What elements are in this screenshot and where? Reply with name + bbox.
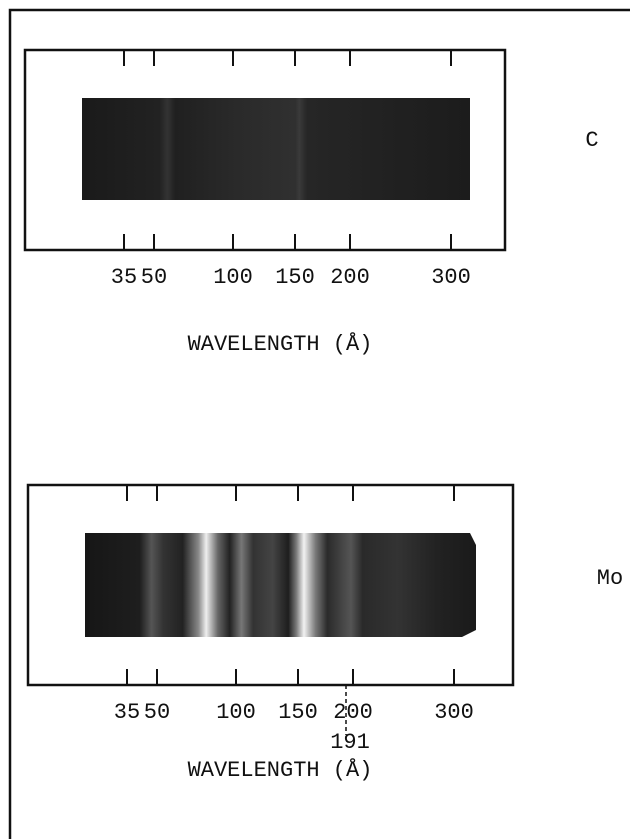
- figure-border: [8, 8, 630, 839]
- marker-label: 191: [330, 730, 370, 755]
- tick-label: 100: [216, 700, 256, 725]
- tick-label: 150: [278, 700, 318, 725]
- spectrum-image: [85, 533, 476, 637]
- tick-label: 100: [213, 265, 253, 290]
- tick-label: 200: [333, 700, 373, 725]
- tick-label: 35: [114, 700, 140, 725]
- axis-label: WAVELENGTH (Å): [188, 757, 373, 783]
- panel-label: C: [585, 128, 598, 153]
- tick-label: 200: [330, 265, 370, 290]
- tick-label: 50: [144, 700, 170, 725]
- tick-label: 50: [141, 265, 167, 290]
- tick-label: 35: [111, 265, 137, 290]
- spectrum-image: [82, 98, 470, 200]
- tick-label: 300: [431, 265, 471, 290]
- tick-label: 150: [275, 265, 315, 290]
- spectrum-frame: [26, 483, 515, 687]
- spectrum-frame: [23, 48, 507, 252]
- panel-label: Mo: [597, 566, 623, 591]
- tick-label: 300: [434, 700, 474, 725]
- axis-label: WAVELENGTH (Å): [188, 331, 373, 357]
